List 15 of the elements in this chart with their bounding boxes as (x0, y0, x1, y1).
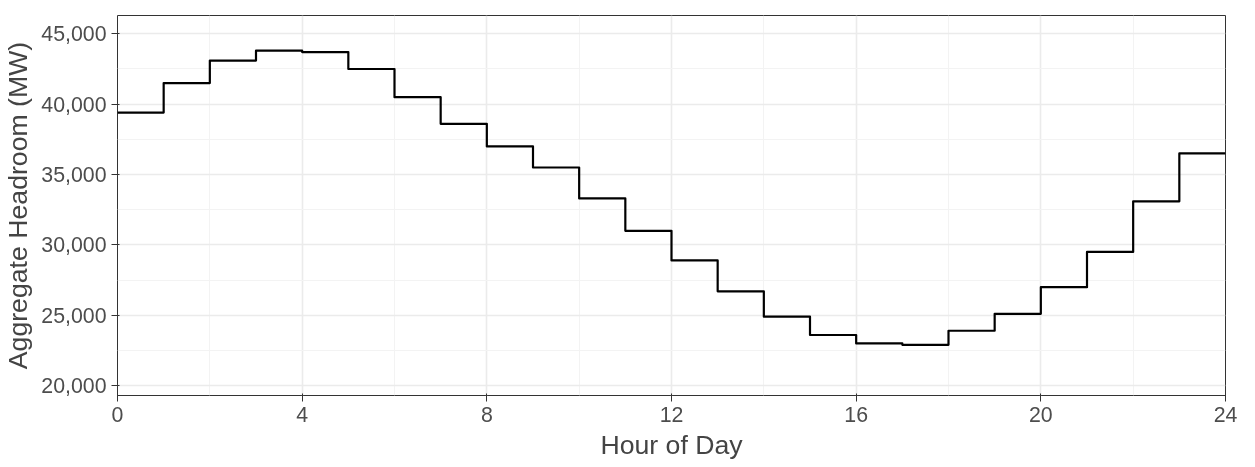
y-tick-label: 35,000 (41, 163, 107, 188)
y-tick-label: 25,000 (41, 303, 107, 328)
x-tick-label: 8 (480, 402, 493, 427)
x-tick-label: 24 (1213, 402, 1238, 427)
x-tick-label: 16 (844, 402, 869, 427)
x-tick-label: 0 (111, 402, 124, 427)
x-tick-label: 12 (659, 402, 684, 427)
y-tick-label: 45,000 (41, 22, 107, 47)
y-tick-label: 30,000 (41, 233, 107, 258)
y-tick-label: 20,000 (41, 374, 107, 399)
y-axis-title: Aggregate Headroom (MW) (3, 41, 34, 370)
y-tick-label: 40,000 (41, 92, 107, 117)
x-tick-label: 20 (1028, 402, 1053, 427)
x-tick-label: 4 (296, 402, 309, 427)
x-axis-title: Hour of Day (600, 429, 744, 460)
